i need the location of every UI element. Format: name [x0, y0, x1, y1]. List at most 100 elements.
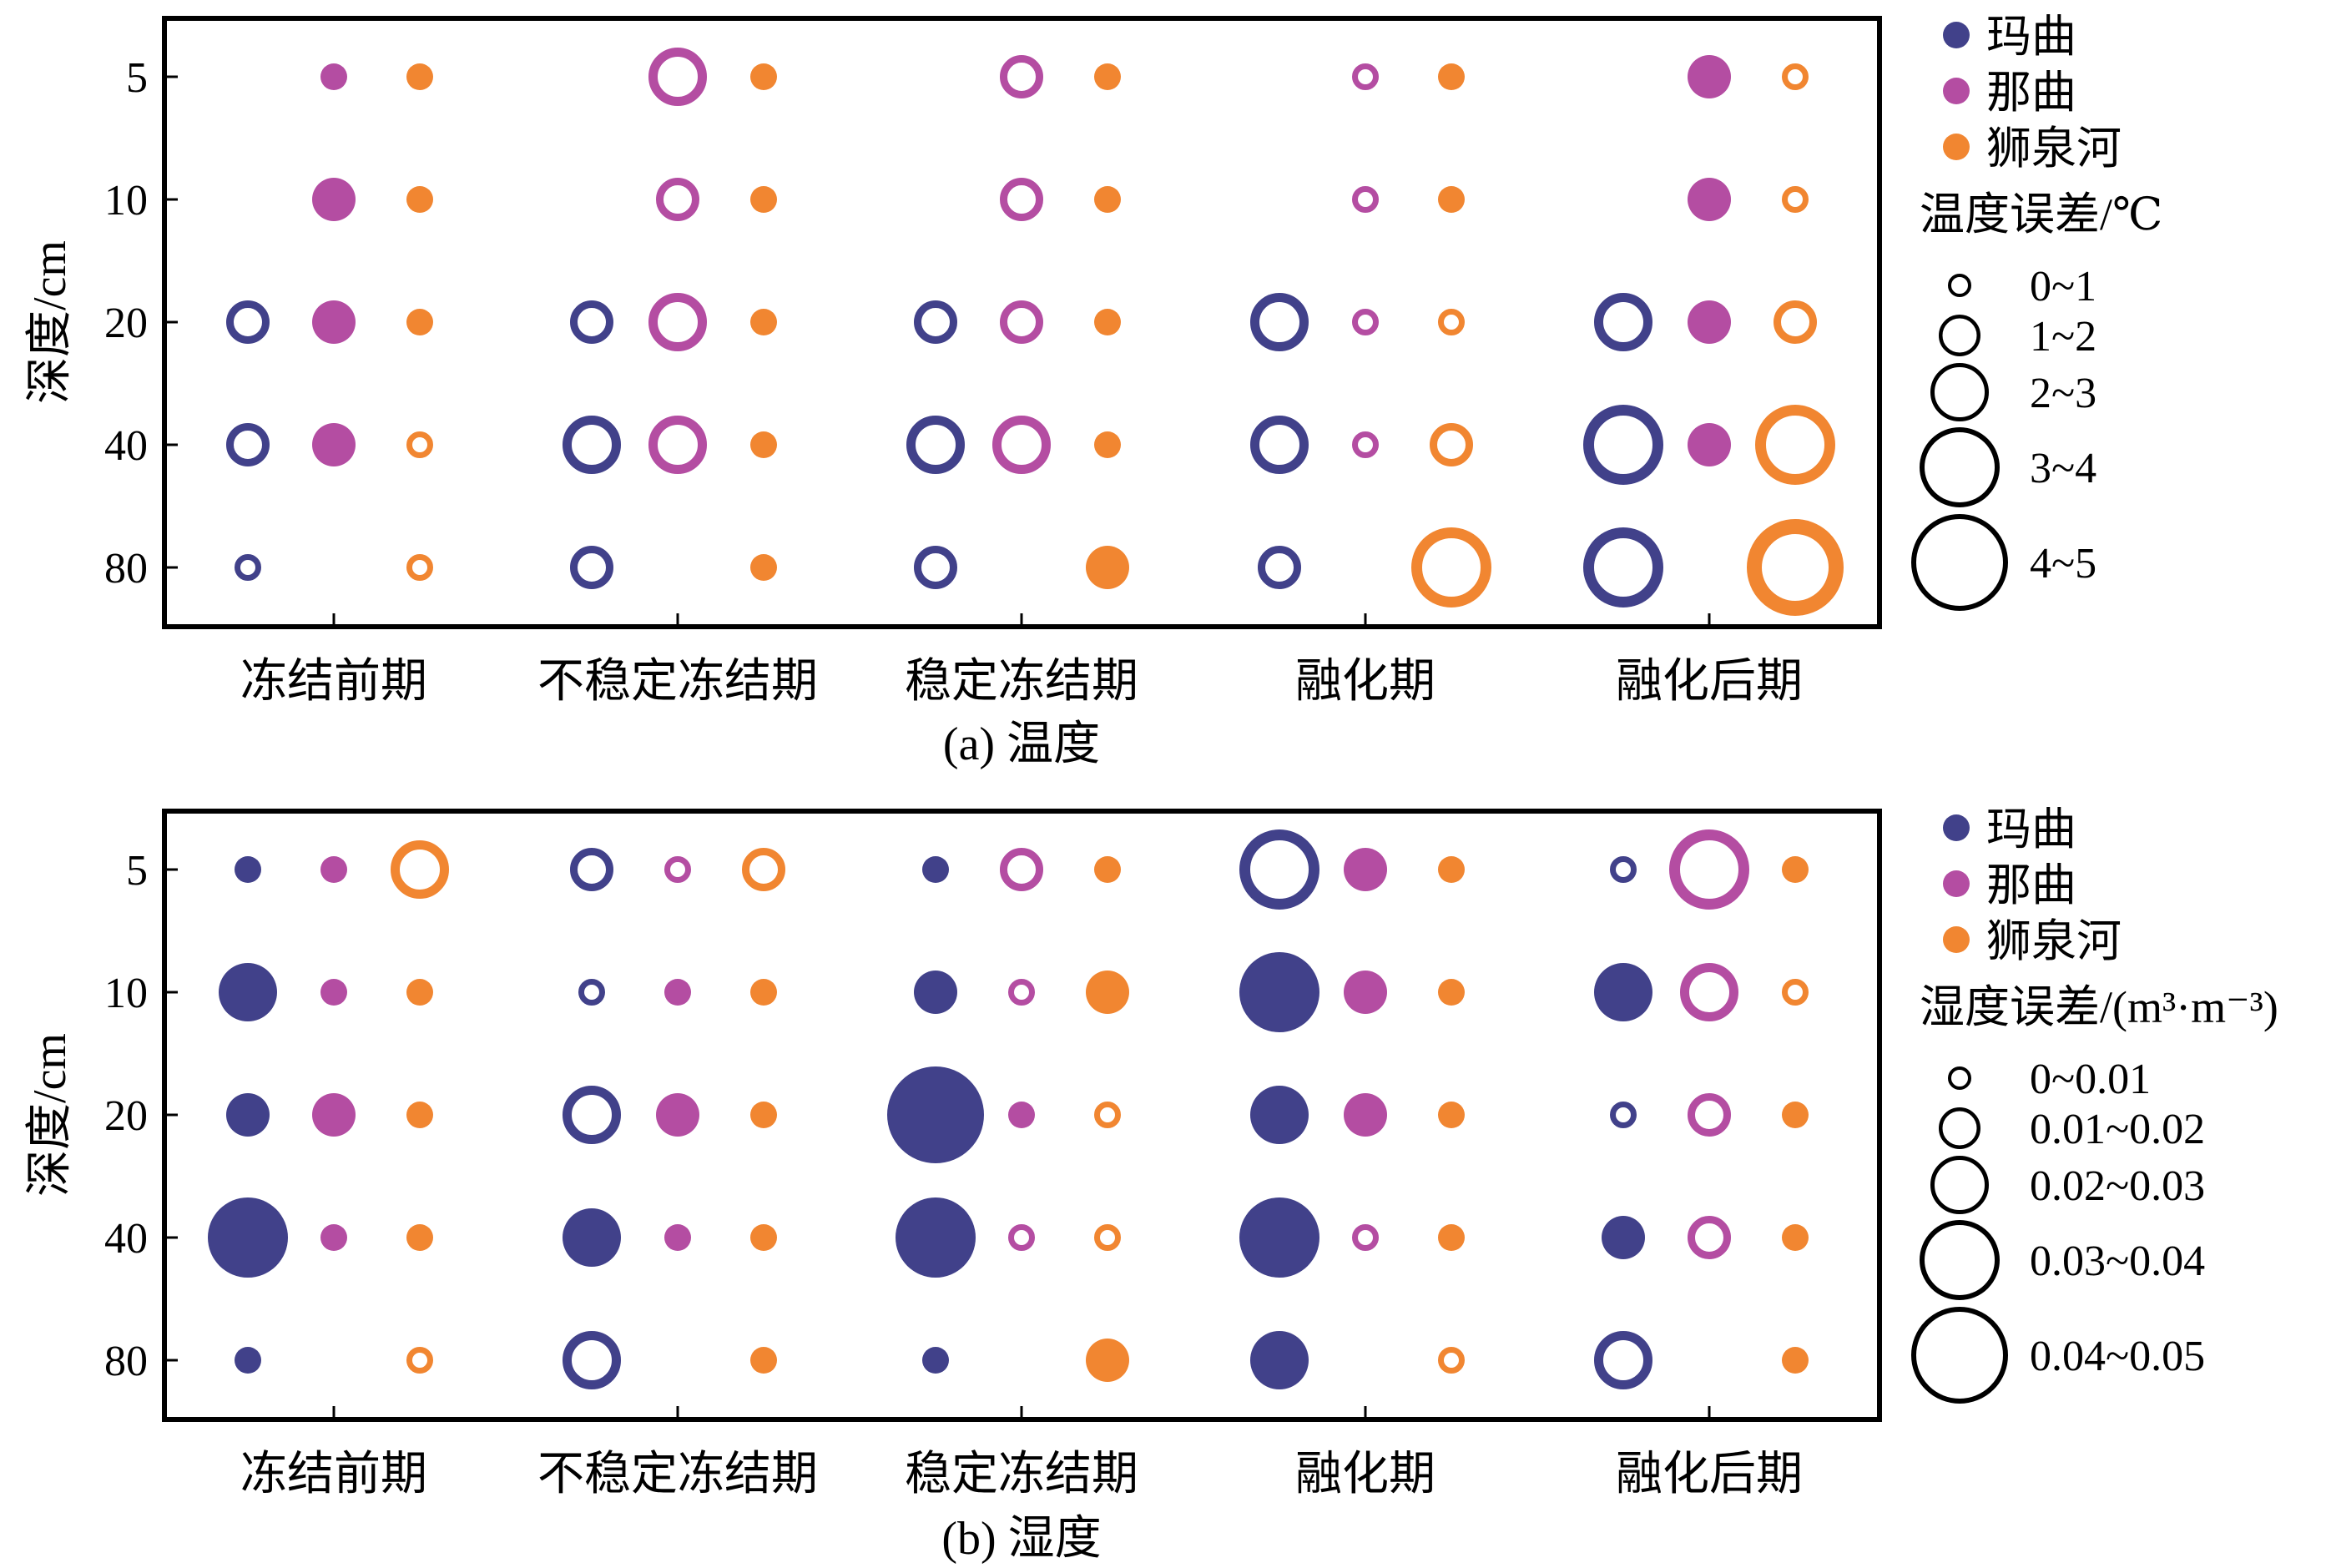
bubble-naqu — [1352, 309, 1379, 335]
legend-size-label: 0~1 — [2030, 263, 2096, 310]
bubble-naqu — [312, 423, 356, 466]
bubble-naqu — [1000, 55, 1043, 98]
bubble-maqu — [219, 963, 277, 1021]
bubble-naqu — [656, 178, 699, 221]
bubble-maqu — [1610, 856, 1637, 883]
bubble-maqu — [226, 423, 270, 466]
bubble-shiquanhe — [1438, 1347, 1465, 1374]
bubble-naqu — [648, 293, 707, 351]
panel-caption: (a) 温度 — [943, 718, 1100, 770]
bubble-maqu — [914, 300, 957, 344]
y-ticks: 5 10 20 40 80 — [104, 54, 178, 592]
panel-temperature: 5 10 20 40 80 冻结前期 不稳定冻结期 稳定冻结期 融化期 融化后期 深度/cm (… — [24, 12, 2162, 770]
bubble-maqu — [235, 856, 261, 883]
bubbles — [208, 829, 1809, 1389]
legend-size-marker — [1948, 1066, 1971, 1090]
y-tick-label: 40 — [104, 1215, 148, 1263]
bubble-shiquanhe — [1411, 527, 1491, 608]
bubble-shiquanhe — [1430, 423, 1473, 466]
y-tick-label: 80 — [104, 1338, 148, 1385]
legend-label: 那曲 — [1986, 860, 2076, 910]
legend-marker-maqu — [1943, 22, 1970, 48]
bubble-maqu — [563, 1208, 621, 1267]
y-tick-label: 10 — [104, 970, 148, 1017]
bubble-maqu — [1250, 1086, 1309, 1144]
bubble-maqu — [570, 300, 613, 344]
x-tick-label: 融化期 — [1295, 1449, 1435, 1500]
bubble-naqu — [1688, 55, 1731, 98]
legend-size-label: 0.01~0.02 — [2030, 1106, 2205, 1153]
bubble-shiquanhe — [750, 431, 777, 458]
bubble-maqu — [1250, 1331, 1309, 1389]
bubble-shiquanhe — [1782, 1347, 1809, 1374]
bubble-naqu — [1344, 1093, 1387, 1137]
bubble-shiquanhe — [750, 979, 777, 1006]
y-tick-label: 20 — [104, 300, 148, 347]
bubble-naqu — [656, 1093, 699, 1137]
bubble-shiquanhe — [1094, 431, 1121, 458]
bubble-naqu — [1352, 431, 1379, 458]
bubble-naqu — [992, 416, 1051, 474]
bubble-shiquanhe — [742, 848, 785, 891]
x-tick-label: 冻结前期 — [240, 656, 427, 708]
bubble-maqu — [235, 1347, 261, 1374]
legend-size-marker — [1930, 363, 1989, 421]
bubble-naqu — [1000, 300, 1043, 344]
y-tick-label: 40 — [104, 422, 148, 470]
bubble-naqu — [1008, 979, 1035, 1006]
bubble-maqu — [1583, 527, 1663, 608]
bubble-maqu — [1594, 1331, 1652, 1389]
legend-marker-naqu — [1943, 78, 1970, 104]
bubble-shiquanhe — [750, 63, 777, 90]
legend-size-marker — [1920, 1220, 2000, 1300]
panel-humidity: 5 10 20 40 80 冻结前期 不稳定冻结期 稳定冻结期 融化期 融化后期 深度/cm (… — [24, 804, 2278, 1565]
bubble-naqu — [312, 1093, 356, 1137]
legend-marker-shiquanhe — [1943, 926, 1970, 953]
bubble-naqu — [648, 48, 707, 106]
bubble-naqu — [1352, 1224, 1379, 1251]
bubble-maqu — [896, 1197, 976, 1278]
x-ticks: 冻结前期 不稳定冻结期 稳定冻结期 融化期 融化后期 — [240, 1406, 1803, 1500]
bubble-shiquanhe — [1094, 856, 1121, 883]
bubbles — [226, 48, 1844, 616]
x-tick-label: 不稳定冻结期 — [537, 1449, 818, 1500]
bubble-naqu — [664, 979, 691, 1006]
bubble-maqu — [922, 856, 949, 883]
legend-size-marker — [1920, 427, 2000, 507]
bubble-naqu — [1344, 848, 1387, 891]
bubble-shiquanhe — [750, 309, 777, 335]
bubble-shiquanhe — [1086, 971, 1129, 1014]
bubble-shiquanhe — [406, 186, 433, 213]
legend-marker-maqu — [1943, 814, 1970, 841]
bubble-maqu — [226, 300, 270, 344]
legend-size-label: 3~4 — [2030, 445, 2096, 492]
bubble-shiquanhe — [406, 431, 433, 458]
legend-size-marker — [1939, 315, 1980, 356]
legend-size-marker — [1948, 274, 1971, 297]
y-axis-label: 深度/cm — [24, 1033, 76, 1197]
legend-size-label: 0.03~0.04 — [2030, 1238, 2205, 1285]
bubble-maqu — [235, 554, 261, 581]
x-tick-label: 融化期 — [1295, 656, 1435, 708]
bubble-naqu — [648, 416, 707, 474]
legend-marker-shiquanhe — [1943, 134, 1970, 160]
bubble-shiquanhe — [406, 309, 433, 335]
bubble-maqu — [914, 971, 957, 1014]
bubble-shiquanhe — [1438, 1102, 1465, 1128]
legend-label: 狮泉河 — [1986, 916, 2122, 966]
legend-size-title: 湿度误差/(m³·m⁻³) — [1920, 982, 2278, 1032]
bubble-naqu — [664, 856, 691, 883]
bubble-shiquanhe — [1782, 856, 1809, 883]
bubble-naqu — [1008, 1224, 1035, 1251]
legend-size-label: 4~5 — [2030, 540, 2096, 587]
bubble-naqu — [1688, 423, 1731, 466]
bubble-maqu — [1594, 293, 1652, 351]
bubble-maqu — [563, 1086, 621, 1144]
bubble-shiquanhe — [1782, 979, 1809, 1006]
x-tick-label: 冻结前期 — [240, 1449, 427, 1500]
bubble-shiquanhe — [750, 554, 777, 581]
legend-size-label: 0.04~0.05 — [2030, 1333, 2205, 1380]
bubble-naqu — [1008, 1102, 1035, 1128]
